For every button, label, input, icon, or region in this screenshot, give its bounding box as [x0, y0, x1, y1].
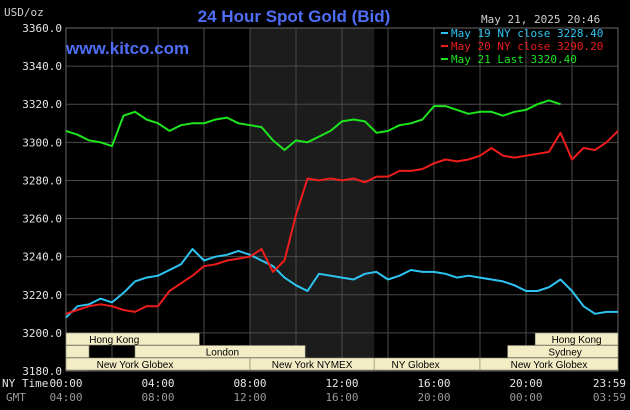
y-unit-label: USD/oz — [4, 6, 44, 19]
y-axis-ticks: 3180.0 3200.0 3220.0 3240.0 3260.0 3280.0 3300… — [22, 22, 62, 378]
y-tick-label: 3220.0 — [22, 289, 62, 302]
market-session-bar — [134, 345, 306, 358]
x-tick-label: 08:00 — [233, 377, 266, 390]
series-line-2 — [65, 130, 619, 315]
x-tick-label: 04:00 — [141, 377, 174, 390]
x-timezone-ny: NY Time — [2, 377, 48, 390]
x-tick-label: 00:00 — [49, 377, 82, 390]
x-tick-label: 16:00 — [417, 377, 450, 390]
market-session-bar — [479, 357, 619, 371]
x-tick-label: 20:00 — [509, 377, 542, 390]
legend-entry: May 21 Last 3320.40 — [451, 53, 577, 66]
x-tick-label-gmt: 16:00 — [325, 391, 358, 404]
x-tick-label-gmt: 12:00 — [233, 391, 266, 404]
y-tick-label: 3180.0 — [22, 365, 62, 378]
legend-entry: May 20 NY close 3290.20 — [451, 40, 603, 53]
series-lines — [65, 99, 619, 319]
market-bar-stub — [65, 345, 90, 358]
brand-url: www.kitco.com — [65, 39, 189, 58]
y-tick-label: 3340.0 — [22, 60, 62, 73]
plot-frame — [65, 27, 619, 372]
y-tick-label: 3300.0 — [22, 136, 62, 149]
legend-entry: May 19 NY close 3228.40 — [451, 27, 603, 40]
x-tick-label-gmt: 08:00 — [141, 391, 174, 404]
y-tick-label: 3360.0 — [22, 22, 62, 35]
x-tick-label-gmt: 20:00 — [417, 391, 450, 404]
highlighted-session-band — [250, 28, 375, 371]
x-axis-ticks: 00:00 04:00 08:00 12:00 16:00 20:00 23:5904:00… — [49, 377, 626, 404]
x-tick-label-gmt: 00:00 — [509, 391, 542, 404]
y-tick-label: 3320.0 — [22, 98, 62, 111]
market-session-bar — [65, 332, 200, 346]
x-tick-label: 12:00 — [325, 377, 358, 390]
y-tick-label: 3280.0 — [22, 174, 62, 187]
market-session-label: New York Globex — [511, 360, 588, 371]
market-session-label: New York Globex — [97, 360, 174, 371]
market-session-bar — [534, 332, 619, 346]
market-session-label: Sydney — [548, 348, 581, 359]
market-session-label: London — [206, 348, 239, 359]
market-session-label: New York NYMEX — [272, 360, 353, 371]
x-tick-label: 23:59 — [593, 377, 626, 390]
market-sessions: Hong Kong London New York Globex New York N… — [65, 332, 619, 371]
y-tick-label: 3240.0 — [22, 251, 62, 264]
series-line-1 — [65, 248, 618, 319]
y-tick-label: 3260.0 — [22, 213, 62, 226]
chart-title: 24 Hour Spot Gold (Bid) — [198, 7, 391, 26]
market-session-label: Hong Kong — [89, 335, 139, 346]
series-line-3 — [65, 99, 561, 151]
x-tick-label-gmt: 04:00 — [49, 391, 82, 404]
market-session-label: NY Globex — [392, 360, 440, 371]
market-session-label: Hong Kong — [552, 335, 602, 346]
market-session-bar — [507, 345, 619, 358]
datetime-stamp: May 21, 2025 20:46 — [481, 13, 600, 26]
x-timezone-gmt: GMT — [6, 391, 26, 404]
x-tick-label-gmt: 03:59 — [593, 391, 626, 404]
y-tick-label: 3200.0 — [22, 327, 62, 340]
